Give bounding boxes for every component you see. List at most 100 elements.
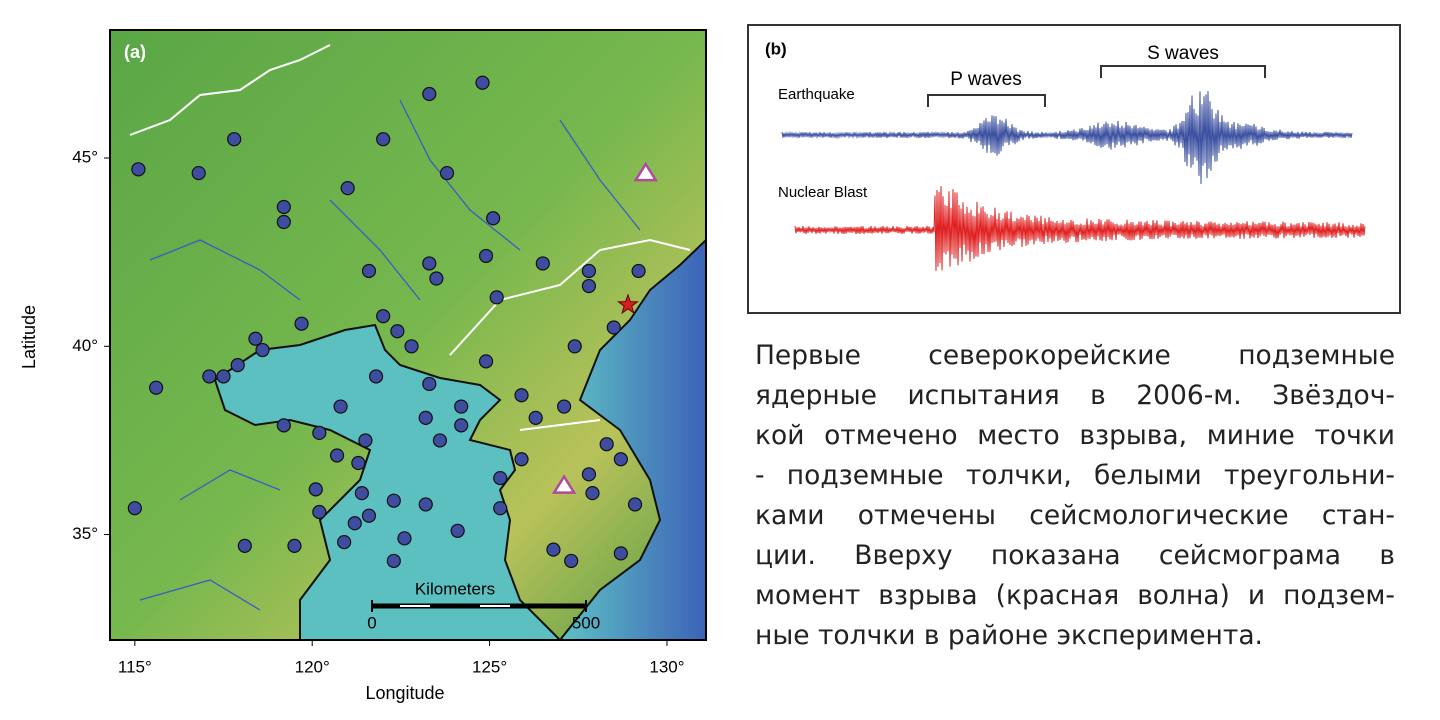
epicenter	[329, 448, 345, 463]
s-waves-label: S waves	[1147, 43, 1219, 64]
epicenter	[308, 482, 323, 497]
epicenter	[255, 342, 270, 358]
epicenter	[564, 553, 579, 569]
epicenter	[581, 467, 597, 482]
epicenter	[312, 425, 327, 441]
map-frame	[109, 29, 707, 641]
epicenter	[418, 410, 433, 425]
epicenter	[390, 324, 405, 339]
epicenter	[127, 501, 142, 516]
caption-line: Первые северокорейские подземные	[755, 340, 1395, 371]
epicenter	[627, 497, 643, 512]
caption-line: ции. Вверху показана сейсмограма в	[755, 540, 1395, 571]
epicenter	[358, 433, 373, 448]
epicenter	[191, 165, 206, 181]
earthquake-label: Earthquake	[778, 86, 855, 103]
epicenter	[248, 331, 263, 346]
x-tick-label: 120°	[295, 657, 330, 676]
scale-tick-label: 500	[572, 613, 600, 632]
epicenter	[333, 399, 348, 414]
epicenter	[276, 214, 291, 230]
epicenter	[376, 309, 391, 324]
station	[551, 474, 577, 494]
rivers	[139, 99, 641, 611]
epicenter	[237, 538, 252, 553]
nuclear-blast-label: Nuclear Blast	[778, 184, 868, 201]
epicenter	[439, 165, 455, 181]
seismogram-frame	[747, 24, 1401, 314]
explosion-star	[616, 293, 639, 315]
epicenter	[567, 339, 582, 354]
caption: Первые северокорейские подземные ядерные …	[755, 336, 1395, 656]
epicenter	[397, 531, 412, 546]
s-bracket	[1100, 65, 1266, 78]
epicenter	[312, 504, 327, 520]
epicenter	[454, 399, 469, 414]
caption-line: ные толчки в районе эксперимента.	[755, 620, 1263, 651]
panel-label: (b)	[765, 39, 787, 58]
epicenter	[368, 369, 384, 384]
caption-line: момент взрыва (красная волна) и подзем-	[755, 580, 1395, 611]
waveform	[781, 91, 1353, 185]
y-tick-label: 35°	[72, 524, 98, 543]
epicenter	[454, 418, 469, 433]
station	[633, 161, 658, 182]
epicenter	[351, 455, 366, 471]
epicenter	[386, 553, 401, 569]
epicenter	[376, 132, 391, 147]
panel-label: (a)	[124, 42, 146, 62]
epicenter	[556, 399, 572, 414]
epicenter	[613, 452, 628, 467]
epicenter	[216, 369, 231, 384]
caption-line: кой отмечено место взрыва, миние точки	[755, 420, 1395, 451]
epicenter	[486, 211, 501, 226]
y-tick-label: 40°	[72, 336, 98, 355]
epicenter	[493, 501, 508, 516]
x-tick-label: 115°	[118, 657, 152, 676]
epicenter	[535, 256, 550, 271]
epicenter	[131, 162, 146, 177]
epicenter	[337, 534, 352, 550]
epicenter	[514, 388, 529, 403]
epicenter	[581, 278, 597, 294]
caption-line: ками отмечены сейсмологические стан-	[755, 500, 1395, 531]
caption-line: - подземные толчки, белыми треугольни-	[755, 460, 1395, 491]
p-waves-label: P waves	[950, 69, 1021, 90]
epicenter	[230, 358, 245, 373]
epicenter	[599, 437, 614, 452]
epicenter	[478, 354, 494, 369]
epicenter	[227, 132, 242, 147]
epicenter	[386, 493, 401, 508]
x-axis-label: Longitude	[365, 683, 444, 703]
epicenter	[149, 380, 164, 395]
waveform	[794, 186, 1366, 271]
epicenter	[361, 263, 377, 279]
epicenter	[294, 316, 309, 331]
epicenter	[422, 376, 437, 392]
borders	[129, 44, 691, 431]
caption-line: ядерные испытания в 2006-м. Звёздоч-	[755, 380, 1395, 411]
epicenter	[514, 452, 529, 467]
sea-of-japan	[557, 237, 707, 641]
epicenter	[528, 410, 543, 425]
epicenter	[478, 248, 494, 264]
epicenter	[475, 75, 490, 90]
epicenter	[422, 256, 437, 271]
y-tick-label: 45°	[72, 148, 98, 167]
epicenter	[340, 181, 355, 196]
epicenter	[429, 271, 444, 286]
epicenter	[276, 199, 291, 215]
epicenter	[613, 546, 628, 561]
epicenter	[404, 339, 419, 354]
epicenter	[546, 542, 561, 557]
x-tick-label: 130°	[649, 657, 684, 676]
epicenter	[432, 433, 448, 448]
epicenter	[361, 508, 377, 523]
scale-bar-title: Kilometers	[415, 579, 495, 598]
epicenter	[493, 470, 508, 486]
epicenter	[489, 290, 504, 305]
epicenter	[581, 263, 597, 279]
epicenter	[202, 369, 217, 384]
